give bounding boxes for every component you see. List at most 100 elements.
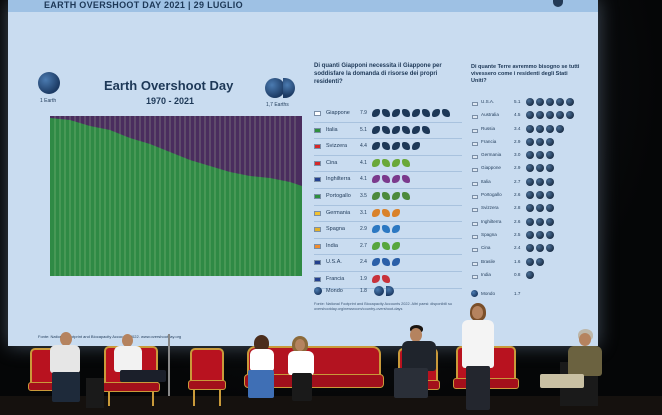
flag-icon <box>314 260 321 266</box>
country-shape-icon <box>372 191 380 200</box>
country-shape-icon <box>372 208 380 217</box>
country-shape-icon <box>372 225 380 234</box>
country-name: Spagna <box>326 226 345 233</box>
earth-icon <box>546 98 554 106</box>
earth-row: Spagna 2.5 <box>468 229 584 242</box>
earth-icon <box>536 111 544 120</box>
table-heading: Di quanti Giapponi necessita il Giappone… <box>314 63 442 85</box>
country-name: Inghilterra <box>326 176 351 183</box>
country-row: Svizzera 4.4 <box>314 139 462 156</box>
overshoot-area-chart <box>50 116 302 276</box>
country-shape-icon <box>382 109 390 117</box>
right-globe-icon <box>265 78 285 98</box>
country-shape-icon <box>372 274 380 283</box>
earth-country-name: Germania <box>481 152 502 158</box>
country-shape-icon <box>442 109 450 117</box>
earth-icon <box>526 270 534 279</box>
biocapacity-area <box>50 118 302 276</box>
country-shape-icon <box>412 109 420 117</box>
country-name: Italia <box>326 126 338 133</box>
microphone-stand <box>168 334 170 396</box>
earth-country-name: Cina <box>481 245 491 251</box>
country-shape-icon <box>392 225 400 234</box>
country-value: 4.1 <box>360 159 367 166</box>
earth-icon <box>536 98 544 106</box>
stage-floor <box>0 396 662 415</box>
country-shape-icon <box>382 175 390 184</box>
right-globe-label: 1,7 Earths <box>266 102 289 108</box>
earth-country-name: U.S.A. <box>481 99 495 104</box>
slide-header-band <box>8 0 598 12</box>
country-shape-icon <box>382 142 390 151</box>
flag-icon <box>314 144 321 150</box>
country-shape-icon <box>402 142 410 151</box>
flag-icon <box>314 177 321 183</box>
country-shape-icon <box>412 125 420 134</box>
country-shape-icon <box>372 258 380 267</box>
earth-icon <box>526 98 534 106</box>
earth-country-value: 2.4 <box>514 245 521 251</box>
country-shape-icon <box>402 109 410 117</box>
earth-country-value: 2.9 <box>514 165 521 171</box>
country-value: 3.1 <box>360 209 367 216</box>
earth-world-icon <box>471 290 478 297</box>
earth-country-value: 2.5 <box>514 231 521 237</box>
earth-country-value: 2.6 <box>514 192 521 198</box>
flag-icon <box>314 243 321 249</box>
slide-source: Fonte: National Footprint and Biocapacit… <box>38 334 182 339</box>
year-grid <box>54 116 296 276</box>
earths-needed-panel: Di quante Terre avremmo bisogno se tutti… <box>468 64 584 314</box>
earth-row: Francia 2.9 <box>468 136 584 149</box>
world-globe-icon <box>314 287 322 295</box>
flag-icon <box>472 168 478 173</box>
earth-country-value: 4.5 <box>514 112 521 118</box>
earth-icon <box>526 257 534 266</box>
projection-screen: EARTH OVERSHOOT DAY 2021 | 29 LUGLIO 1 E… <box>8 0 598 346</box>
earth-icon <box>526 191 534 200</box>
country-row: Cina 4.1 <box>314 156 462 173</box>
earth-icon <box>566 98 574 106</box>
country-value: 2.9 <box>360 226 367 233</box>
country-row: U.S.A. 2.4 <box>314 255 462 272</box>
country-name: Cina <box>326 159 338 166</box>
flag-icon <box>472 248 478 253</box>
country-row: Germania 3.1 <box>314 206 462 223</box>
flag-icon <box>472 221 478 226</box>
earth-icon <box>536 230 544 239</box>
earth-row: Italia 2.7 <box>468 176 584 189</box>
earth-icon <box>526 177 534 186</box>
earth-country-name: Portogallo <box>481 192 502 198</box>
country-shape-icon <box>382 158 390 167</box>
country-name: Portogallo <box>326 192 351 199</box>
country-value: 3.5 <box>360 192 367 199</box>
world-value: 1.8 <box>360 288 367 294</box>
world-earth-icon-2 <box>386 286 394 296</box>
right-globe-icon-2 <box>283 78 295 98</box>
left-globe-label: 1 Earth <box>40 98 57 104</box>
country-shape-icon <box>432 109 440 117</box>
earth-icon <box>546 230 554 239</box>
country-shape-icon <box>392 125 400 134</box>
earth-row: Germania 3.0 <box>468 149 584 162</box>
earth-country-value: 2.8 <box>514 205 521 211</box>
earth-icon <box>546 111 554 120</box>
earth-icon <box>546 151 554 160</box>
earth-icon <box>546 177 554 186</box>
country-name: Giappone <box>326 110 350 116</box>
earth-country-name: India <box>481 271 491 277</box>
country-name: Svizzera <box>326 143 348 150</box>
earth-country-name: Francia <box>481 138 497 144</box>
chart-title: Earth Overshoot Day <box>104 78 234 93</box>
earth-country-value: 1.6 <box>514 258 521 264</box>
earth-icon <box>536 124 544 133</box>
chart-years: 1970 - 2021 <box>146 96 195 106</box>
earth-icon <box>556 111 564 120</box>
flag-icon <box>472 155 478 160</box>
earth-row: Brasile 1.6 <box>468 256 584 269</box>
earth-country-value: 2.7 <box>514 178 521 184</box>
country-shape-icon <box>402 158 410 167</box>
logo-dot <box>553 0 563 7</box>
country-shape-icon <box>392 158 400 167</box>
country-shape-icon <box>402 191 410 200</box>
earth-country-value: 0.8 <box>514 271 521 277</box>
